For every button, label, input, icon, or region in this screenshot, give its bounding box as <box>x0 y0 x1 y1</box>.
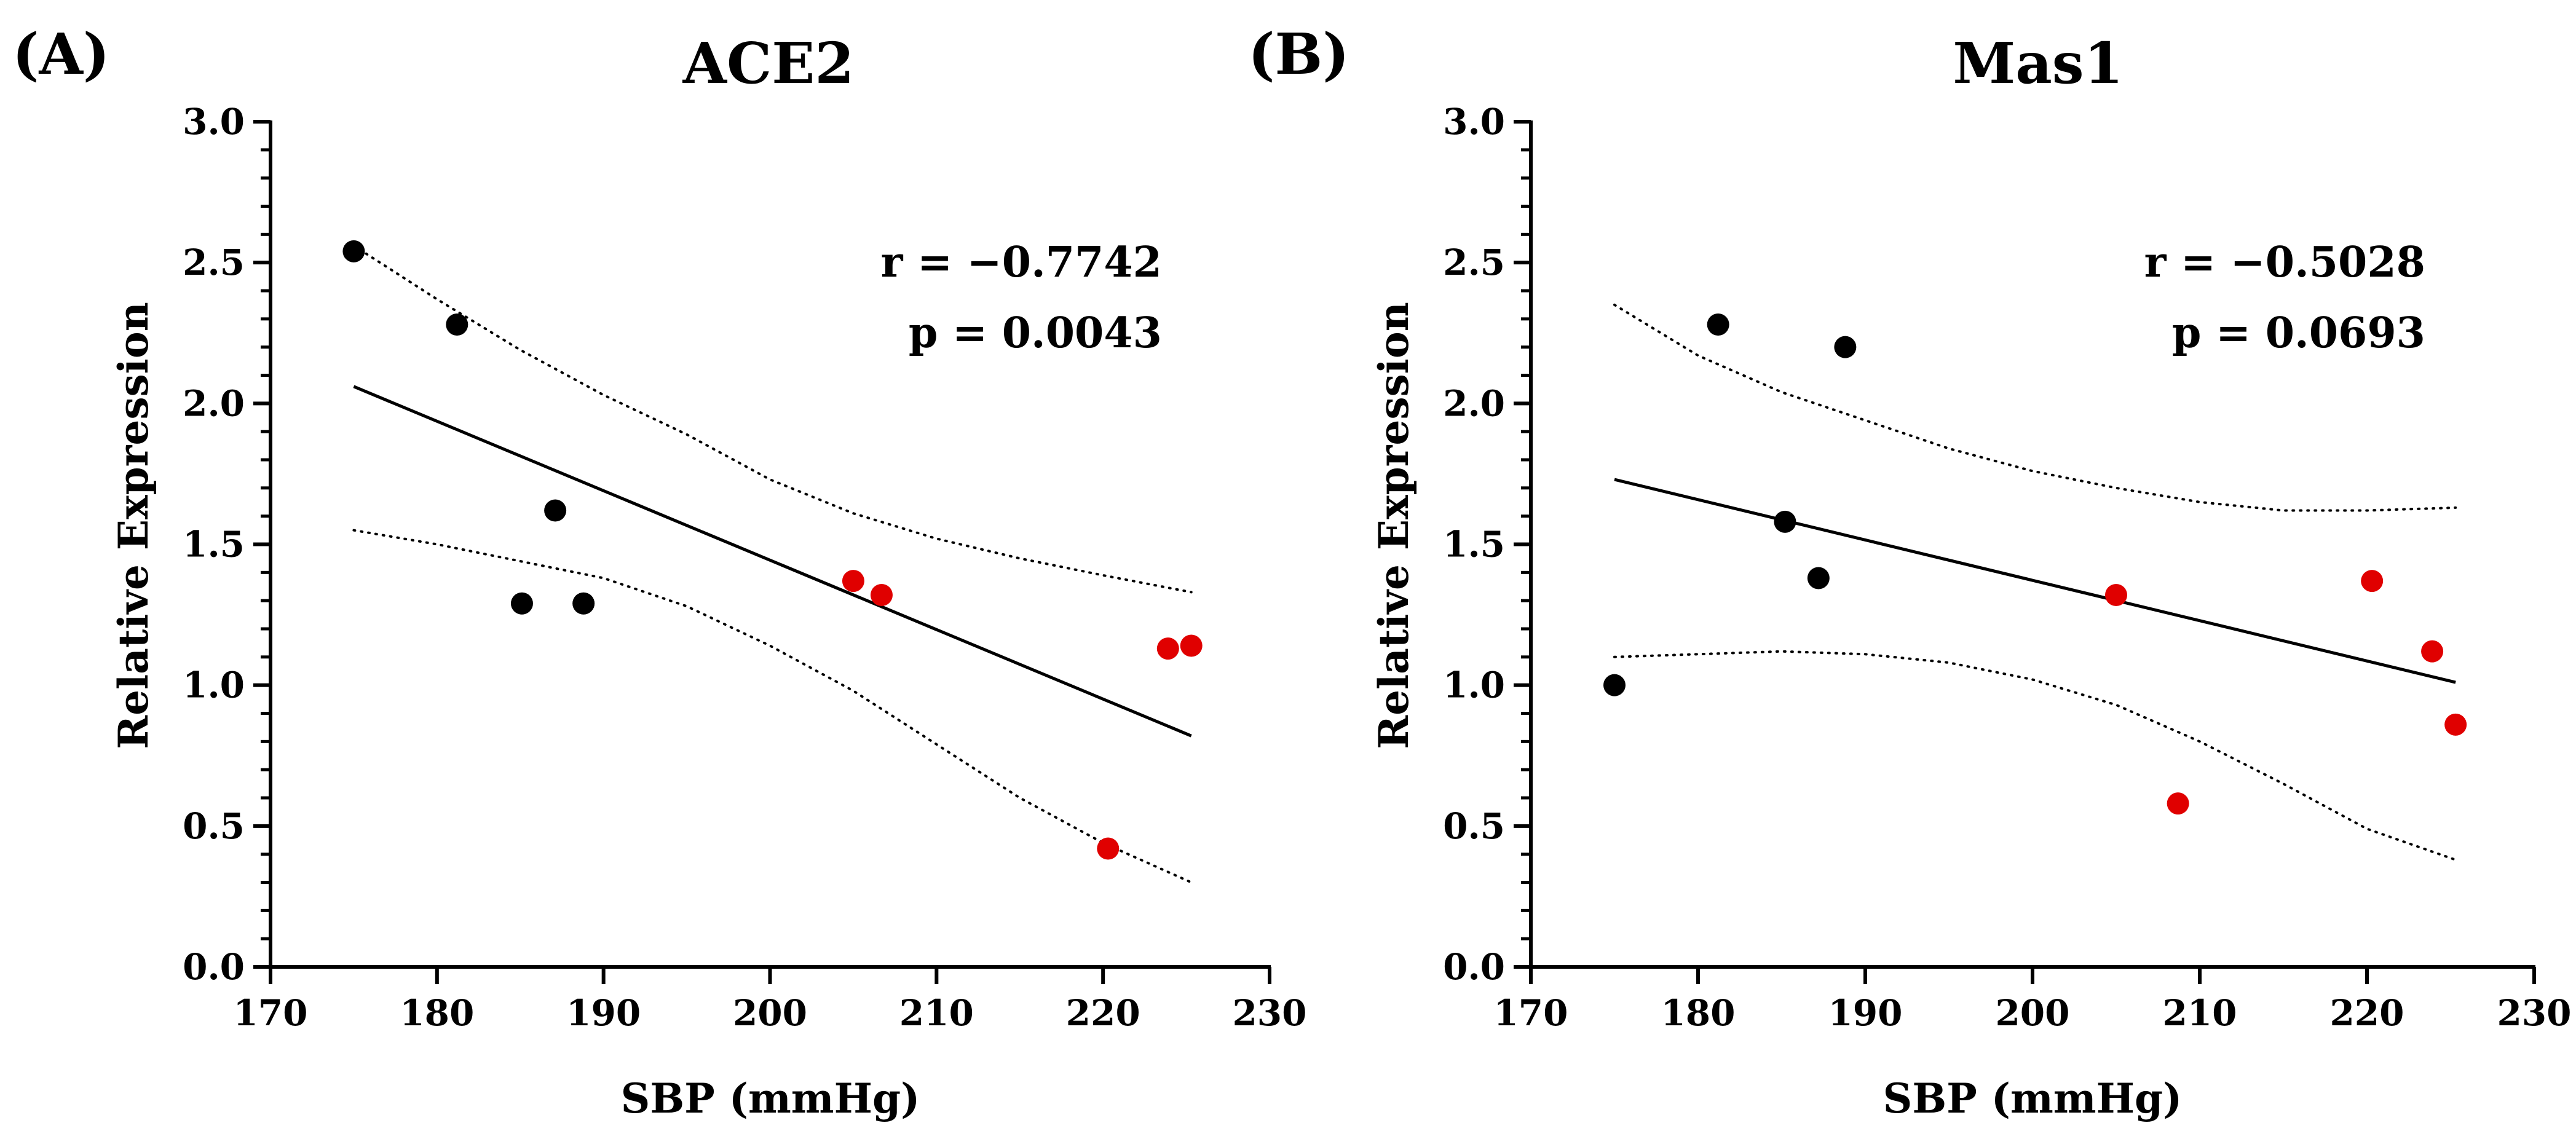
x-tick-label: 220 <box>2329 992 2404 1034</box>
data-point-red <box>2105 584 2127 606</box>
data-point-red <box>870 584 893 606</box>
confidence-band-upper <box>352 244 1193 594</box>
y-tick-label: 0.5 <box>183 805 245 847</box>
y-tick-label: 3.0 <box>1443 101 1505 143</box>
x-tick-label: 170 <box>233 992 307 1034</box>
confidence-band-lower <box>1613 650 2457 861</box>
x-tick-label: 210 <box>2162 992 2237 1034</box>
y-tick-label: 0.0 <box>183 946 245 988</box>
x-tick-label: 230 <box>1232 992 1306 1034</box>
data-point-red <box>2444 713 2467 736</box>
plot-area <box>269 120 1271 969</box>
x-tick-label: 180 <box>400 992 474 1034</box>
data-point-black <box>544 499 567 522</box>
y-tick-label: 1.5 <box>183 524 245 566</box>
data-point-red <box>2421 640 2444 663</box>
x-tick-label: 190 <box>566 992 641 1034</box>
data-point-black <box>1707 313 1729 336</box>
x-tick-label: 210 <box>899 992 974 1034</box>
y-tick-label: 2.0 <box>1443 382 1505 424</box>
data-point-red <box>1180 634 1203 657</box>
y-tick-label: 2.0 <box>183 382 245 424</box>
y-tick-label: 2.5 <box>183 242 245 283</box>
regression-line <box>1614 478 2456 684</box>
y-tick-label: 0.5 <box>1443 805 1505 847</box>
plot-area <box>1529 120 2535 969</box>
x-axis-title: SBP (mmHg) <box>1883 1074 2183 1122</box>
y-axis-title: Relative Expression <box>109 302 157 749</box>
data-point-red <box>1097 837 1120 860</box>
y-tick-label: 3.0 <box>183 101 245 143</box>
r-value: r = −0.5028 <box>2144 238 2425 287</box>
data-point-black <box>1834 336 1857 358</box>
x-tick-label: 190 <box>1828 992 1902 1034</box>
data-point-black <box>1603 674 1626 696</box>
confidence-band-lower <box>352 529 1193 884</box>
panel-label: (A) <box>12 21 109 87</box>
r-value: r = −0.7742 <box>881 238 1162 287</box>
y-tick-label: 1.0 <box>183 664 245 706</box>
data-point-black <box>510 592 533 615</box>
p-value: p = 0.0043 <box>909 309 1162 358</box>
data-point-black <box>1807 567 1830 589</box>
x-tick-label: 200 <box>733 992 807 1034</box>
panel-mas1: (B) Mas1 r = −0.5028 p = 0.0693 SBP (mmH… <box>1248 21 2572 1122</box>
x-axis-ticks: 170 180 190 200 210 220 230 <box>233 967 1307 1034</box>
data-point-red <box>842 570 864 593</box>
x-tick-label: 230 <box>2497 992 2571 1034</box>
data-point-black <box>446 313 468 336</box>
y-tick-label: 1.5 <box>1443 524 1505 566</box>
p-value: p = 0.0693 <box>2172 309 2425 358</box>
regression-line <box>353 385 1192 738</box>
y-tick-label: 1.0 <box>1443 664 1505 706</box>
y-axis-title: Relative Expression <box>1370 302 1418 749</box>
x-axis-title: SBP (mmHg) <box>621 1074 920 1122</box>
x-tick-label: 220 <box>1066 992 1140 1034</box>
y-axis-ticks: 0.0 0.5 1.0 1.5 2.0 2.5 3.0 <box>183 101 271 988</box>
chart-title: ACE2 <box>682 30 855 97</box>
panel-label: (B) <box>1248 21 1349 87</box>
data-point-red <box>2167 792 2189 815</box>
chart-title: Mas1 <box>1953 30 2123 97</box>
data-point-red <box>2361 570 2384 593</box>
y-tick-label: 2.5 <box>1443 242 1505 283</box>
y-tick-label: 0.0 <box>1443 946 1505 988</box>
data-point-red <box>1156 637 1179 660</box>
x-tick-label: 200 <box>1995 992 2069 1034</box>
x-axis-ticks: 170 180 190 200 210 220 230 <box>1493 967 2572 1034</box>
data-point-black <box>342 240 365 262</box>
y-axis-ticks: 0.0 0.5 1.0 1.5 2.0 2.5 3.0 <box>1443 101 1531 988</box>
data-point-black <box>1774 510 1796 533</box>
x-tick-label: 170 <box>1493 992 1568 1034</box>
x-tick-label: 180 <box>1661 992 1735 1034</box>
confidence-band-upper <box>1613 303 2457 512</box>
panel-ace2: (A) ACE2 r = −0.7742 p = 0.0043 SBP (mmH… <box>12 21 1307 1122</box>
data-point-black <box>572 592 595 615</box>
